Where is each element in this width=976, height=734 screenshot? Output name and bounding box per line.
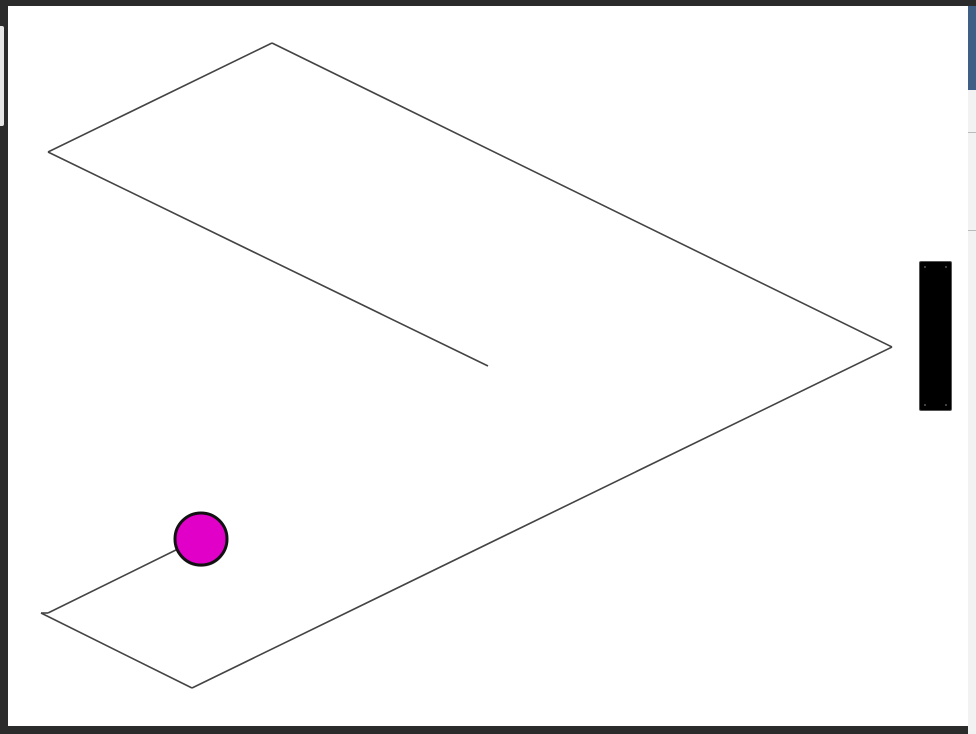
paddle-rivet [945,404,947,406]
track-segment [191,346,893,689]
track-segment [47,42,273,153]
track-segment [47,545,185,614]
game-scene [40,42,893,689]
game-canvas[interactable] [8,6,968,726]
zigzag-track [40,42,893,689]
track-segment [271,42,893,348]
track-segment [47,151,489,367]
track-segment [40,612,193,689]
background-window-body [968,90,976,734]
paddle-rivet [924,404,926,406]
paddle-rivet [945,266,947,268]
background-window-divider [968,230,976,231]
window-edge-tab [0,26,4,126]
paddle[interactable] [919,261,952,411]
paddle-rivet [924,266,926,268]
background-window-divider [968,132,976,133]
ball[interactable] [173,511,229,567]
background-window-titlebar [968,6,976,90]
